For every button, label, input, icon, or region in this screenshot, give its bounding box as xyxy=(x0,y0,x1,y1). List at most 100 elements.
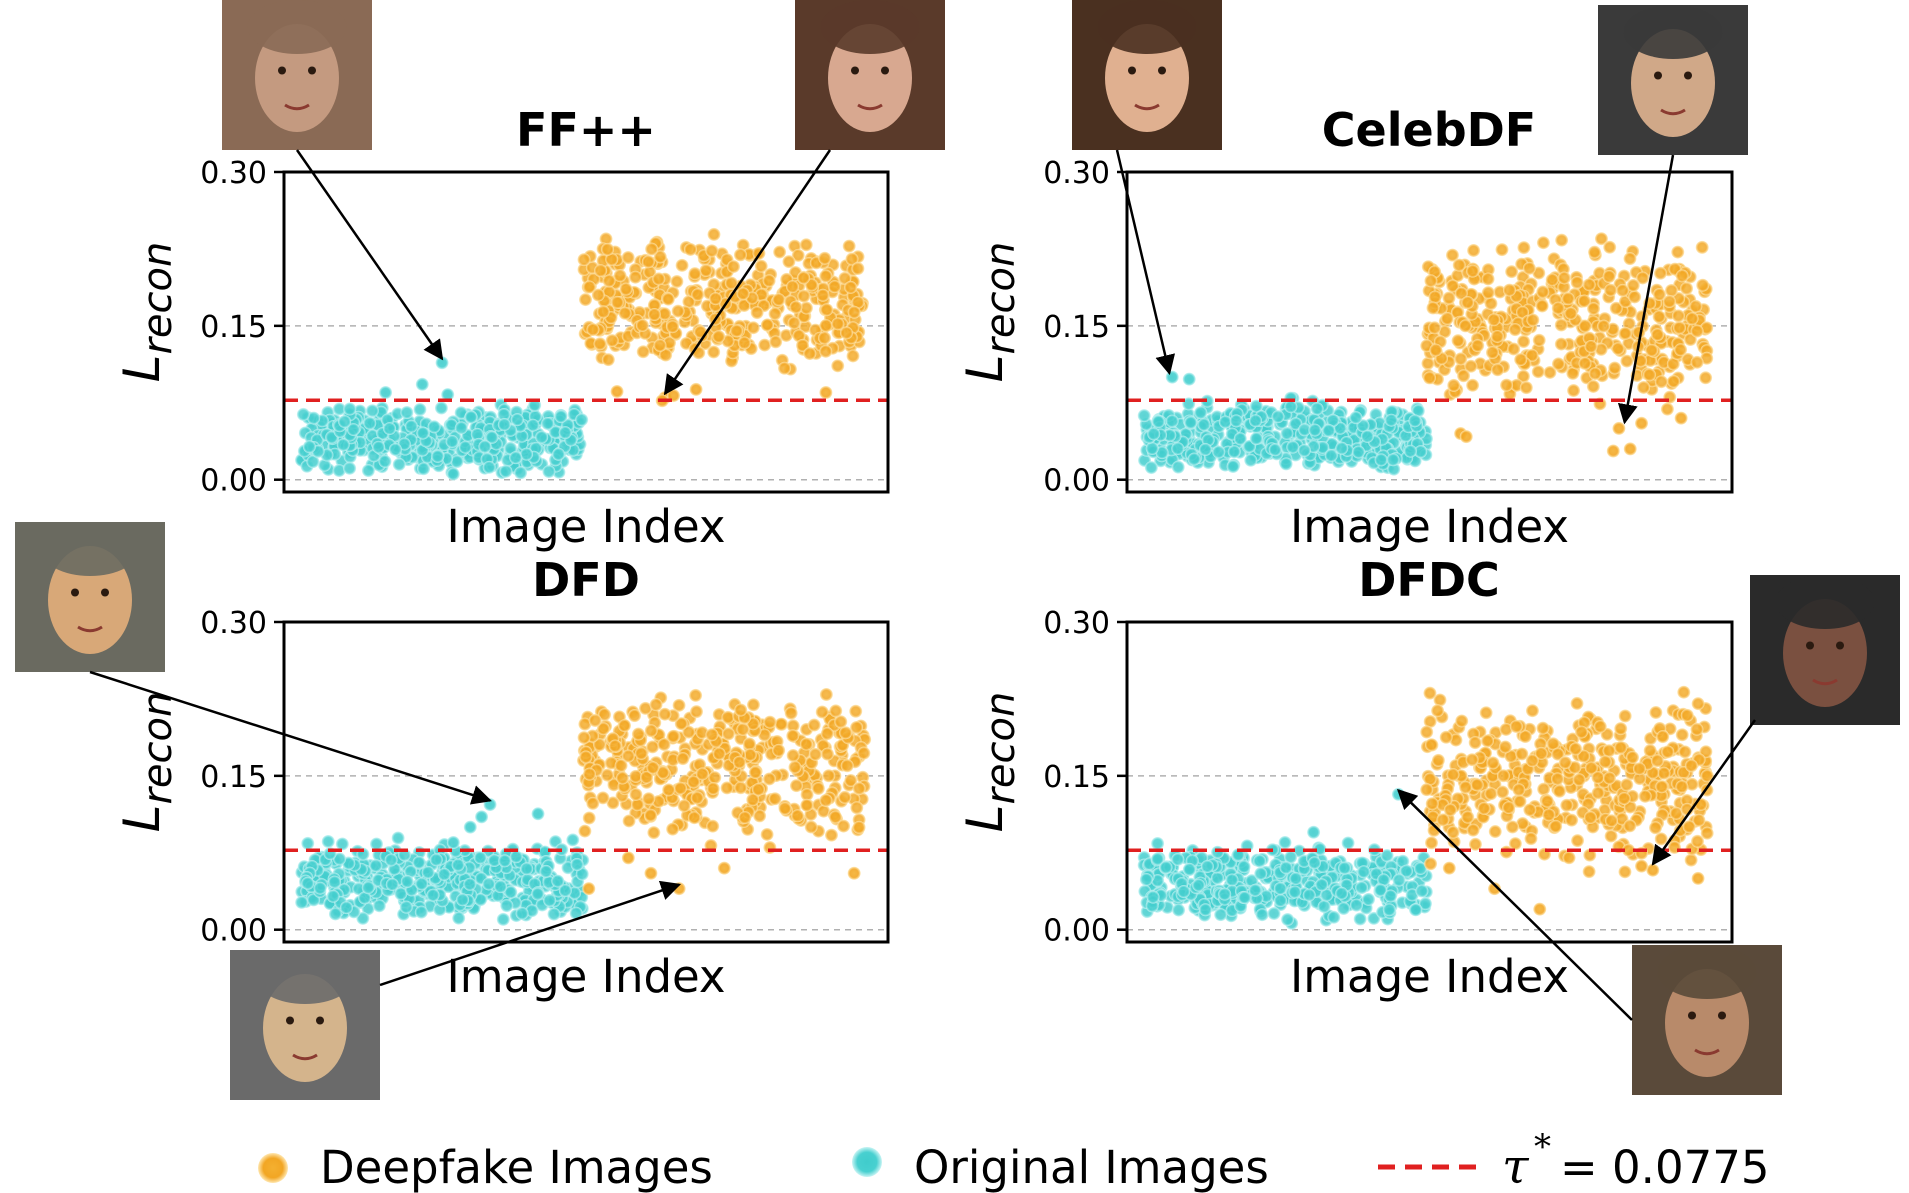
data-point xyxy=(1192,878,1206,892)
data-point xyxy=(782,255,796,269)
data-point xyxy=(378,454,392,468)
data-point xyxy=(1273,881,1287,895)
data-point xyxy=(1238,891,1252,905)
data-point xyxy=(404,419,418,433)
data-point xyxy=(800,798,814,812)
x-axis-label: Image Index xyxy=(446,500,725,553)
data-point xyxy=(837,819,851,833)
data-point xyxy=(302,440,316,454)
data-point xyxy=(789,779,803,793)
data-point xyxy=(1691,871,1705,885)
data-point xyxy=(1645,343,1659,357)
data-point xyxy=(531,807,545,821)
data-point xyxy=(1557,280,1571,294)
legend-threshold-superscript: * xyxy=(1534,1127,1551,1167)
data-point xyxy=(1685,777,1699,791)
data-point xyxy=(307,411,321,425)
data-point xyxy=(628,270,642,284)
data-point xyxy=(621,749,635,763)
data-point xyxy=(1507,342,1521,356)
data-point xyxy=(1532,333,1546,347)
data-point xyxy=(1357,865,1371,879)
data-point xyxy=(321,835,335,849)
data-point xyxy=(1623,252,1637,266)
data-point xyxy=(1572,773,1586,787)
data-point xyxy=(1337,901,1351,915)
data-point xyxy=(602,274,616,288)
data-point xyxy=(1214,908,1228,922)
data-point xyxy=(1442,861,1456,875)
data-point xyxy=(797,271,811,285)
annotation-arrow xyxy=(1617,154,1675,425)
data-point xyxy=(1536,285,1550,299)
data-point xyxy=(566,833,580,847)
data-point xyxy=(849,704,863,718)
data-point xyxy=(1584,761,1598,775)
data-point xyxy=(674,717,688,731)
data-point xyxy=(661,292,675,306)
data-point xyxy=(1672,321,1686,335)
data-point xyxy=(778,802,792,816)
data-point xyxy=(1286,440,1300,454)
data-point xyxy=(1649,705,1663,719)
data-point xyxy=(727,260,741,274)
hair-shape xyxy=(820,0,920,54)
y-tick-label: 0.15 xyxy=(1043,310,1110,345)
data-point xyxy=(1197,418,1211,432)
data-point xyxy=(819,269,833,283)
data-point xyxy=(816,288,830,302)
data-point xyxy=(1508,837,1522,851)
y-tick-label: 0.00 xyxy=(1043,914,1110,949)
data-point xyxy=(541,417,555,431)
data-point xyxy=(1308,423,1322,437)
data-point xyxy=(743,748,757,762)
data-point xyxy=(510,413,524,427)
data-point xyxy=(690,705,704,719)
data-point xyxy=(394,887,408,901)
data-point xyxy=(706,782,720,796)
data-point xyxy=(598,708,612,722)
data-point xyxy=(584,336,598,350)
data-point xyxy=(594,264,608,278)
data-point xyxy=(1622,317,1636,331)
data-point xyxy=(846,349,860,363)
data-point xyxy=(1279,861,1293,875)
x-axis-label: Image Index xyxy=(446,950,725,1003)
data-point xyxy=(1335,886,1349,900)
data-point xyxy=(1637,380,1651,394)
data-point xyxy=(1355,881,1369,895)
data-point xyxy=(1597,319,1611,333)
original-face-sample xyxy=(1072,0,1222,376)
data-point xyxy=(844,280,858,294)
data-point xyxy=(1284,400,1298,414)
y-axis-label: Lrecon xyxy=(113,692,181,833)
chart-title: DFD xyxy=(532,553,640,607)
data-point xyxy=(1392,873,1406,887)
data-point xyxy=(1636,271,1650,285)
data-point xyxy=(1669,806,1683,820)
data-point xyxy=(1459,780,1473,794)
data-point xyxy=(1481,263,1495,277)
data-point xyxy=(610,295,624,309)
data-point xyxy=(1700,769,1714,783)
data-point xyxy=(1200,394,1214,408)
data-point xyxy=(1377,873,1391,887)
data-point xyxy=(578,824,592,838)
data-point xyxy=(578,717,592,731)
data-point xyxy=(724,276,738,290)
data-point xyxy=(1324,449,1338,463)
data-point xyxy=(547,907,561,921)
chart-title: DFDC xyxy=(1358,553,1500,607)
data-point xyxy=(1338,861,1352,875)
data-point xyxy=(475,810,489,824)
data-point xyxy=(852,820,866,834)
data-point xyxy=(1466,823,1480,837)
series-original xyxy=(295,798,590,926)
data-point xyxy=(1155,446,1169,460)
data-point xyxy=(1147,427,1161,441)
data-point xyxy=(1587,302,1601,316)
eye-shape xyxy=(1128,66,1136,75)
data-point xyxy=(1451,269,1465,283)
data-point xyxy=(1654,832,1668,846)
data-point xyxy=(1244,453,1258,467)
